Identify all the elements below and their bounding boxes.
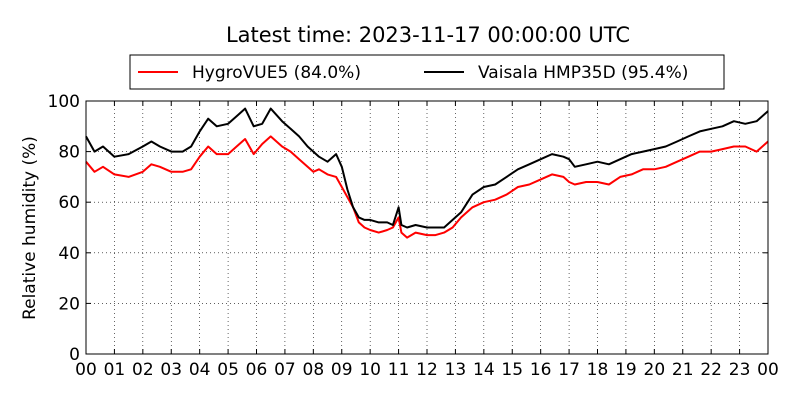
x-tick-label: 13 bbox=[445, 360, 467, 380]
y-tick-label: 80 bbox=[58, 143, 80, 163]
legend-label-0: HygroVUE5 (84.0%) bbox=[192, 63, 361, 83]
y-tick-label: 100 bbox=[48, 92, 80, 112]
x-tick-label: 22 bbox=[700, 360, 722, 380]
x-tick-label: 04 bbox=[189, 360, 211, 380]
y-tick-label: 60 bbox=[58, 193, 80, 213]
grid bbox=[86, 101, 768, 354]
x-tick-label: 07 bbox=[274, 360, 296, 380]
x-tick-label: 15 bbox=[501, 360, 523, 380]
series-line-0 bbox=[85, 135, 769, 239]
legend: HygroVUE5 (84.0%) Vaisala HMP35D (95.4%) bbox=[129, 54, 725, 90]
x-tick-label: 23 bbox=[729, 360, 751, 380]
x-tick-label: 11 bbox=[388, 360, 410, 380]
legend-label-1: Vaisala HMP35D (95.4%) bbox=[478, 63, 688, 83]
x-tick-label: 16 bbox=[530, 360, 552, 380]
plot-frame bbox=[85, 100, 769, 355]
ticks: 00 01 02 03 04 05 06 07 08 09 10 11 12 13 14 15 16 17 18 19… bbox=[48, 92, 779, 380]
x-tick-label: 03 bbox=[160, 360, 182, 380]
x-tick-label: 20 bbox=[644, 360, 666, 380]
series-line-1 bbox=[85, 107, 769, 229]
y-axis-label: Relative humidity (%) bbox=[20, 136, 40, 320]
x-tick-label: 12 bbox=[416, 360, 438, 380]
x-tick-label: 21 bbox=[672, 360, 694, 380]
x-tick-label: 06 bbox=[246, 360, 268, 380]
x-tick-label: 19 bbox=[615, 360, 637, 380]
x-tick-label: 18 bbox=[587, 360, 609, 380]
x-tick-label: 00 bbox=[757, 360, 779, 380]
x-tick-label: 05 bbox=[217, 360, 239, 380]
x-tick-label: 02 bbox=[132, 360, 154, 380]
chart-title: Latest time: 2023-11-17 00:00:00 UTC bbox=[226, 23, 630, 47]
y-tick-label: 0 bbox=[69, 345, 80, 365]
x-tick-label: 00 bbox=[75, 360, 97, 380]
y-tick-label: 20 bbox=[58, 294, 80, 314]
x-tick-label: 17 bbox=[558, 360, 580, 380]
x-tick-label: 10 bbox=[359, 360, 381, 380]
y-tick-label: 40 bbox=[58, 244, 80, 264]
x-tick-label: 09 bbox=[331, 360, 353, 380]
x-tick-label: 01 bbox=[104, 360, 126, 380]
series-layer bbox=[85, 107, 769, 239]
x-tick-label: 08 bbox=[303, 360, 325, 380]
x-tick-label: 14 bbox=[473, 360, 495, 380]
